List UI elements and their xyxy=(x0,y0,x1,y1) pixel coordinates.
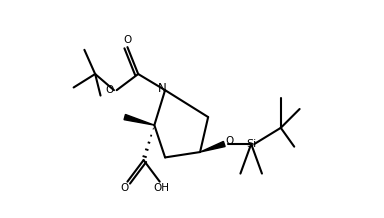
Text: O: O xyxy=(123,35,132,45)
Text: O: O xyxy=(120,183,128,193)
Text: O: O xyxy=(106,85,114,95)
Text: O: O xyxy=(225,136,234,146)
Polygon shape xyxy=(124,114,154,125)
Polygon shape xyxy=(200,141,225,152)
Text: N: N xyxy=(158,82,167,95)
Text: OH: OH xyxy=(153,183,169,193)
Text: Si: Si xyxy=(246,139,256,149)
